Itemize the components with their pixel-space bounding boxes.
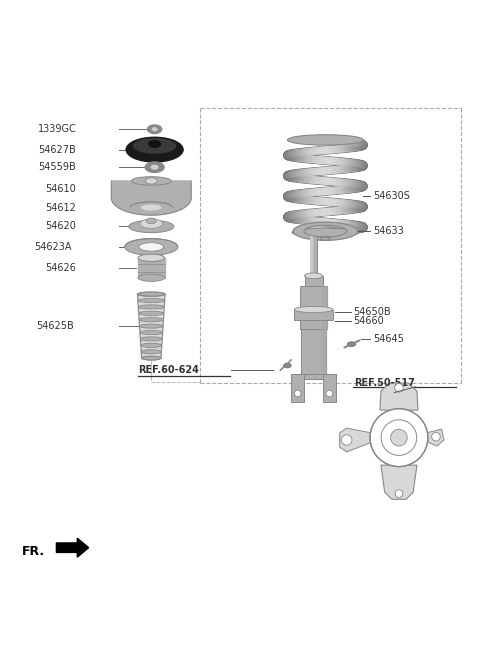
Ellipse shape bbox=[140, 330, 163, 334]
Ellipse shape bbox=[370, 409, 428, 466]
Polygon shape bbox=[137, 294, 165, 358]
Ellipse shape bbox=[152, 128, 157, 131]
Text: 54625B: 54625B bbox=[36, 321, 74, 331]
Ellipse shape bbox=[137, 292, 165, 296]
Ellipse shape bbox=[137, 292, 165, 296]
Ellipse shape bbox=[129, 220, 174, 233]
Ellipse shape bbox=[342, 435, 352, 445]
Ellipse shape bbox=[141, 350, 161, 354]
Text: FR.: FR. bbox=[22, 545, 45, 558]
Ellipse shape bbox=[294, 390, 301, 397]
FancyBboxPatch shape bbox=[291, 374, 304, 402]
Ellipse shape bbox=[145, 162, 164, 172]
Ellipse shape bbox=[126, 137, 183, 162]
Text: 1339GC: 1339GC bbox=[37, 124, 76, 134]
Ellipse shape bbox=[140, 219, 163, 229]
Ellipse shape bbox=[141, 343, 162, 348]
Text: 54623A: 54623A bbox=[34, 242, 72, 252]
Ellipse shape bbox=[142, 356, 161, 360]
FancyBboxPatch shape bbox=[304, 276, 323, 286]
Text: 54660: 54660 bbox=[353, 316, 384, 326]
Ellipse shape bbox=[292, 228, 359, 237]
Text: REF.50-517: REF.50-517 bbox=[354, 378, 415, 388]
Text: 54645: 54645 bbox=[373, 334, 404, 344]
Polygon shape bbox=[340, 428, 372, 452]
Polygon shape bbox=[380, 383, 418, 410]
Text: 54620: 54620 bbox=[46, 221, 76, 231]
Ellipse shape bbox=[381, 420, 417, 455]
Text: 54627B: 54627B bbox=[38, 145, 76, 154]
FancyBboxPatch shape bbox=[294, 309, 333, 320]
Ellipse shape bbox=[138, 254, 165, 261]
FancyBboxPatch shape bbox=[291, 374, 336, 379]
Polygon shape bbox=[381, 465, 417, 499]
Ellipse shape bbox=[142, 205, 161, 210]
Ellipse shape bbox=[138, 274, 165, 281]
FancyBboxPatch shape bbox=[301, 328, 326, 374]
Ellipse shape bbox=[140, 324, 163, 328]
Ellipse shape bbox=[145, 178, 157, 184]
Ellipse shape bbox=[294, 306, 333, 313]
Ellipse shape bbox=[130, 202, 173, 214]
Polygon shape bbox=[138, 258, 165, 278]
Ellipse shape bbox=[288, 135, 363, 145]
Ellipse shape bbox=[139, 242, 164, 251]
Text: 54559B: 54559B bbox=[38, 162, 76, 172]
Polygon shape bbox=[293, 222, 358, 240]
Ellipse shape bbox=[149, 141, 160, 147]
Text: 54633: 54633 bbox=[373, 226, 404, 237]
Ellipse shape bbox=[432, 432, 440, 441]
Text: 54650B: 54650B bbox=[353, 307, 391, 317]
Ellipse shape bbox=[347, 342, 356, 346]
Ellipse shape bbox=[141, 337, 162, 341]
Polygon shape bbox=[426, 429, 444, 446]
Ellipse shape bbox=[147, 125, 162, 133]
Polygon shape bbox=[310, 236, 312, 281]
Ellipse shape bbox=[304, 273, 323, 279]
Text: REF.60-624: REF.60-624 bbox=[138, 365, 199, 375]
Text: 54610: 54610 bbox=[46, 185, 76, 194]
Ellipse shape bbox=[395, 384, 403, 392]
Polygon shape bbox=[293, 222, 358, 240]
Ellipse shape bbox=[139, 317, 163, 322]
Ellipse shape bbox=[391, 429, 407, 446]
Ellipse shape bbox=[142, 356, 161, 360]
Ellipse shape bbox=[138, 298, 165, 303]
Ellipse shape bbox=[132, 194, 171, 202]
FancyBboxPatch shape bbox=[310, 236, 317, 281]
Ellipse shape bbox=[125, 238, 178, 255]
Ellipse shape bbox=[151, 166, 158, 169]
Ellipse shape bbox=[139, 311, 164, 315]
Polygon shape bbox=[134, 139, 176, 153]
Ellipse shape bbox=[138, 305, 164, 309]
Polygon shape bbox=[321, 328, 326, 374]
Polygon shape bbox=[56, 538, 89, 557]
Polygon shape bbox=[322, 286, 327, 328]
Text: 54612: 54612 bbox=[46, 202, 76, 212]
Text: 54626: 54626 bbox=[46, 263, 76, 273]
Polygon shape bbox=[111, 181, 191, 215]
Ellipse shape bbox=[326, 390, 333, 397]
Text: 54630S: 54630S bbox=[373, 191, 410, 200]
Ellipse shape bbox=[146, 218, 156, 223]
Ellipse shape bbox=[395, 490, 403, 497]
FancyBboxPatch shape bbox=[300, 286, 327, 328]
FancyBboxPatch shape bbox=[323, 374, 336, 402]
Ellipse shape bbox=[284, 363, 291, 368]
Ellipse shape bbox=[132, 177, 171, 185]
